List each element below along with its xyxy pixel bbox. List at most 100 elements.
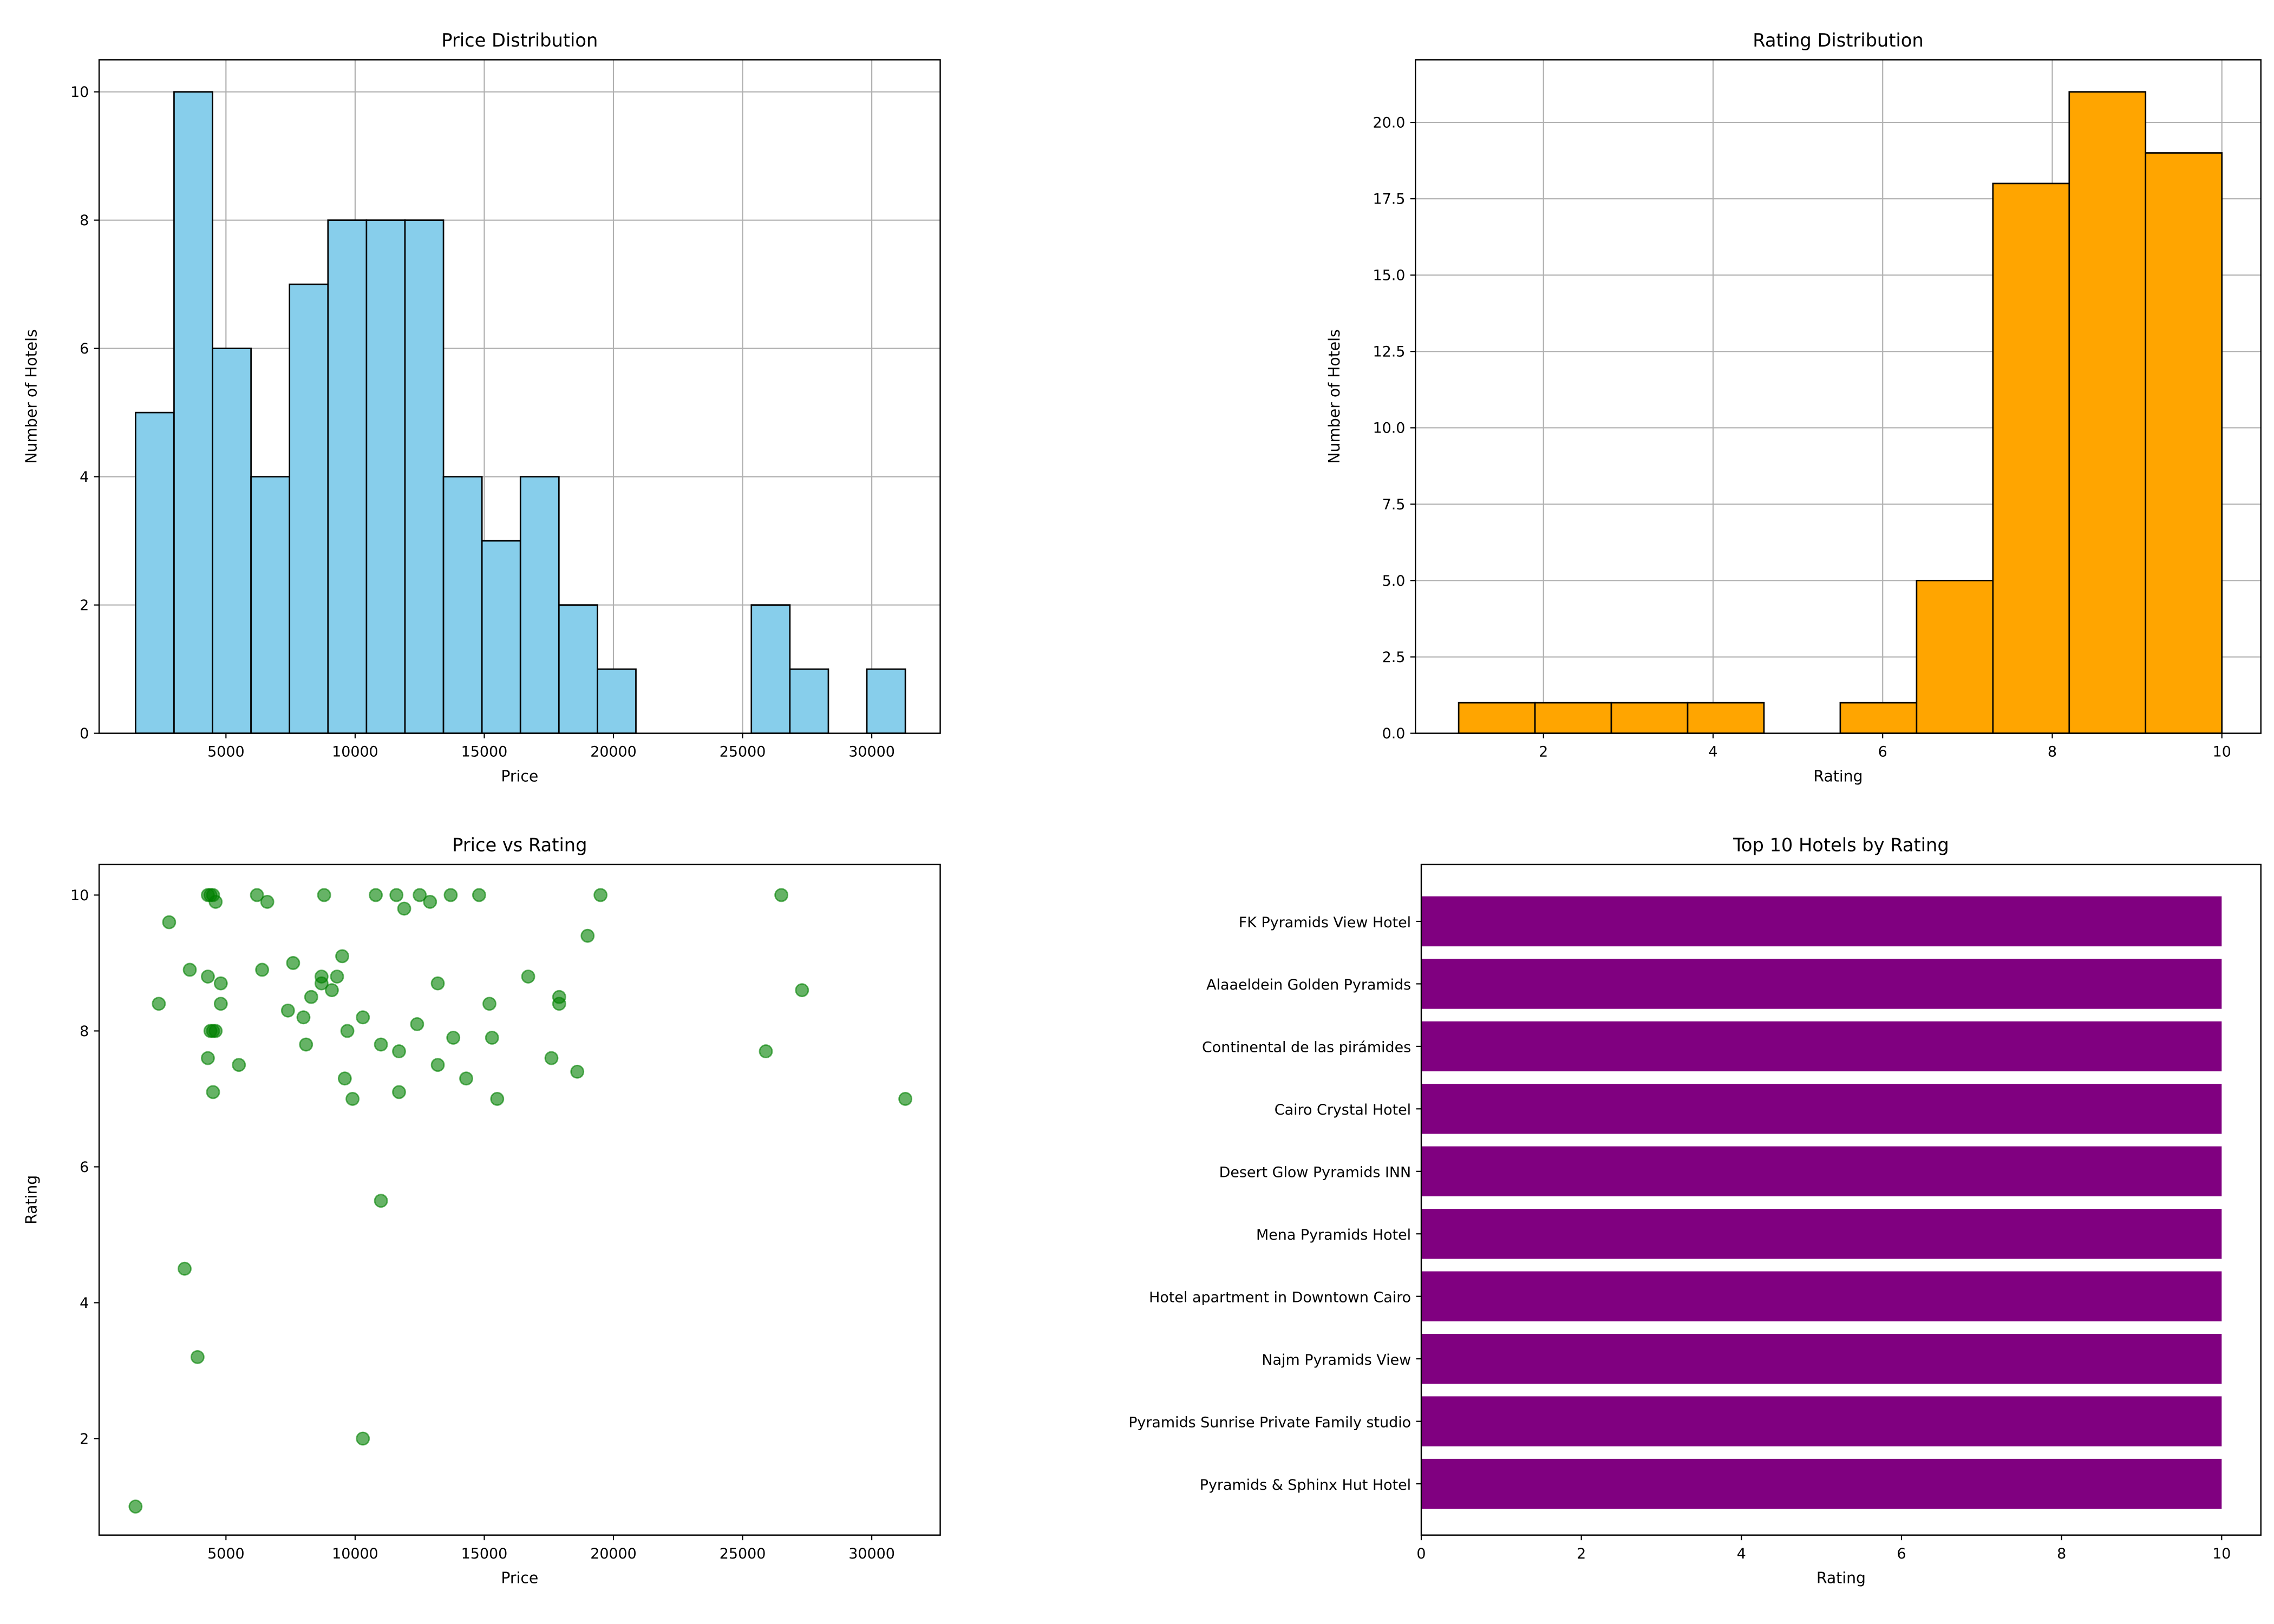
scatter-point [286,956,300,970]
scatter-point [389,888,404,902]
scatter-point [201,970,215,984]
histogram-bar [173,91,213,734]
histogram-bar [404,219,445,734]
x-tick-label: 4 [1737,1546,1746,1562]
y-tick-label: 4 [80,1295,89,1312]
y-tick-label: 6 [80,1159,89,1176]
scatter-point [392,1044,406,1059]
y-tick-label: 12.5 [1373,344,1405,361]
x-tick-label: 30000 [848,1546,895,1562]
histogram-bar [212,348,252,734]
hbar [1421,1333,2222,1384]
x-tick-label: 25000 [720,1546,766,1562]
scatter-point [208,1024,223,1038]
price-histogram: 5000 10000 15000 20000 25000 30000 0 2 4 6 8 10 Pric… [22,30,941,785]
scatter-point [593,888,608,902]
histogram-bar [1992,182,2070,734]
x-tick-label: 20000 [590,744,637,761]
y-tick-label: 0 [80,725,89,742]
scatter-point [325,983,339,998]
scatter-point [369,888,383,902]
histogram-bar [289,283,329,734]
scatter-point [317,888,331,902]
scatter-point [232,1058,246,1072]
hbar [1421,959,2222,1009]
x-tick-label: 5000 [207,1546,244,1562]
scatter-point [304,990,318,1004]
histogram-bar [365,219,406,734]
y-tick-label: Pyramids & Sphinx Hut Hotel [1200,1477,1411,1494]
x-tick-label: 15000 [461,744,508,761]
histogram-bar [442,476,483,734]
scatter-point [570,1064,585,1079]
chart-title: Top 10 Hotels by Rating [1733,835,1949,856]
x-tick-label: 0 [1416,1546,1426,1562]
hbar [1421,1021,2222,1072]
y-tick-label: 2.5 [1382,649,1406,666]
scatter-point [459,1071,473,1086]
scatter-point [280,1003,295,1018]
x-axis-label: Rating [1816,1569,1866,1587]
histogram-bar [1534,702,1612,734]
histogram-bar [866,668,906,734]
x-tick-label: 2 [1539,744,1548,761]
y-tick-label: 0.0 [1382,725,1406,742]
x-tick-label: 5000 [207,744,244,761]
scatter-point [552,997,566,1011]
x-tick-label: 30000 [848,744,895,761]
scatter-point [490,1092,505,1106]
y-tick-label: FK Pyramids View Hotel [1239,914,1411,931]
x-axis-label: Price [501,767,538,785]
scatter-point [299,1037,313,1052]
y-tick-label: Cairo Crystal Hotel [1275,1102,1411,1118]
scatter-point [374,1037,388,1052]
axes-frame [1415,59,2262,734]
chart-title: Price Distribution [441,30,598,51]
y-tick-label: 15.0 [1373,267,1405,284]
histogram-bar [597,668,637,734]
scatter-point [410,1017,424,1031]
scatter-point [162,915,177,929]
x-tick-label: 10000 [332,1546,378,1562]
top-hotels-barh: Pyramids & Sphinx Hut Hotel Pyramids Sunr… [1128,835,2262,1587]
scatter-point [392,1085,406,1099]
hbar [1421,1271,2222,1321]
scatter-point [330,970,344,984]
scatter-point [314,976,329,991]
price-vs-rating-scatter: 5000 10000 15000 20000 25000 30000 2 4 6 8 10 Price… [22,835,941,1587]
y-tick-label: 4 [80,469,89,486]
x-axis-label: Rating [1813,767,1863,785]
scatter-point [397,901,411,916]
scatter-point [201,1051,215,1065]
y-tick-label: Pyramids Sunrise Private Family studio [1128,1414,1411,1431]
histogram-bar [1458,702,1536,734]
histogram-bar [2145,152,2223,734]
y-axis-label: Number of Hotels [1325,329,1343,463]
scatter-point [759,1044,773,1059]
hbar [1421,1146,2222,1196]
y-tick-label: Desert Glow Pyramids INN [1219,1164,1412,1181]
scatter-point [774,888,789,902]
histogram-bar [1610,702,1689,734]
histogram-bar [2068,91,2147,734]
histogram-bar [135,411,175,734]
scatter-point [443,888,458,902]
histogram-bar [250,476,291,734]
scatter-point [190,1350,205,1364]
x-axis-label: Price [501,1569,538,1587]
y-axis-label: Rating [22,1175,40,1224]
x-tick-label: 20000 [590,1546,637,1562]
rating-histogram: 2 4 6 8 10 0.0 2.5 5.0 7.5 10.0 12.5 15.0 17.5 20.0 Ra… [1325,30,2262,785]
scatter-point [340,1024,355,1038]
y-tick-label: Najm Pyramids View [1262,1352,1411,1368]
x-tick-label: 10 [2213,744,2231,761]
y-tick-label: Alaaeldein Golden Pyramids [1206,977,1411,993]
y-tick-label: 8 [80,1023,89,1040]
scatter-point [423,895,437,909]
scatter-point [182,962,197,977]
y-tick-label: 8 [80,212,89,229]
histogram-bar [558,604,598,734]
y-tick-label: 5.0 [1382,573,1406,590]
axes-frame [98,59,941,734]
x-tick-label: 25000 [720,744,766,761]
